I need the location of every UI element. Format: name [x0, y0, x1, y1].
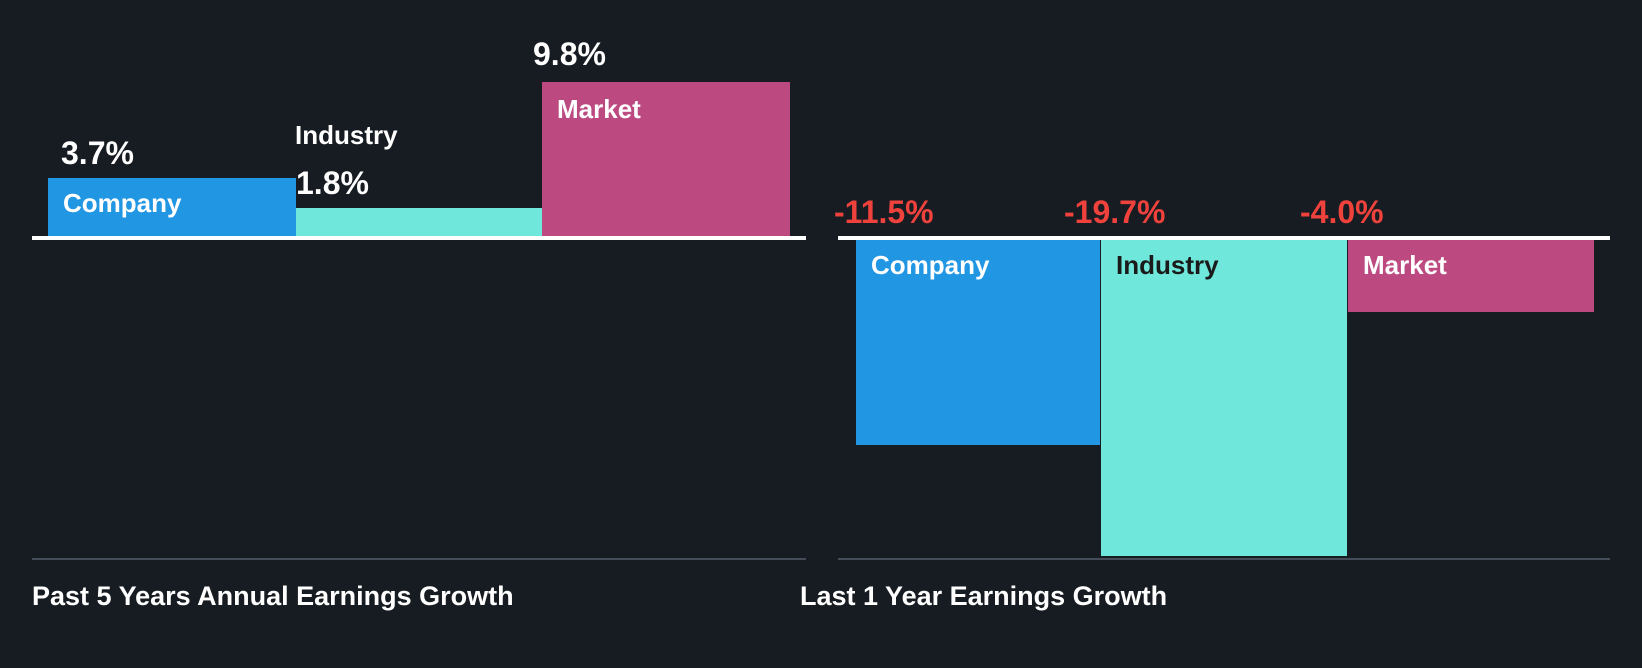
caption-divider-right	[838, 558, 1610, 560]
bar-label-market-past5: Market	[557, 94, 641, 124]
panel-last-1-year: Company -11.5% Industry -19.7% Market -4…	[800, 0, 1642, 668]
panel-past-5-years: Company 3.7% Industry 1.8% Market 9.8% P…	[0, 0, 806, 668]
bar-label-industry-past5: Industry	[295, 120, 398, 150]
bar-market-last1y[interactable]: Market	[1348, 240, 1594, 312]
caption-divider-left	[32, 558, 806, 560]
caption-last-1-year: Last 1 Year Earnings Growth	[800, 581, 1168, 611]
bar-industry-last1y[interactable]: Industry	[1101, 240, 1347, 556]
bar-label-industry-last1y: Industry	[1116, 250, 1219, 280]
zero-axis-line-right	[838, 236, 1610, 240]
bar-label-market-last1y: Market	[1363, 250, 1447, 280]
bar-market-past5[interactable]: Market	[542, 82, 790, 236]
bar-industry-past5[interactable]	[296, 208, 543, 236]
value-market-last1y: -4.0%	[1300, 194, 1384, 230]
value-industry-past5: 1.8%	[296, 165, 369, 201]
bar-label-company-last1y: Company	[871, 250, 990, 280]
value-industry-last1y: -19.7%	[1064, 194, 1166, 230]
bar-label-company-past5: Company	[63, 188, 182, 218]
bar-company-last1y[interactable]: Company	[856, 240, 1100, 445]
value-market-past5: 9.8%	[533, 36, 606, 72]
zero-axis-line-left	[32, 236, 806, 240]
value-company-past5: 3.7%	[61, 135, 134, 171]
bar-company-past5[interactable]: Company	[48, 178, 296, 236]
value-company-last1y: -11.5%	[834, 194, 934, 230]
caption-past-5-years: Past 5 Years Annual Earnings Growth	[32, 581, 514, 611]
